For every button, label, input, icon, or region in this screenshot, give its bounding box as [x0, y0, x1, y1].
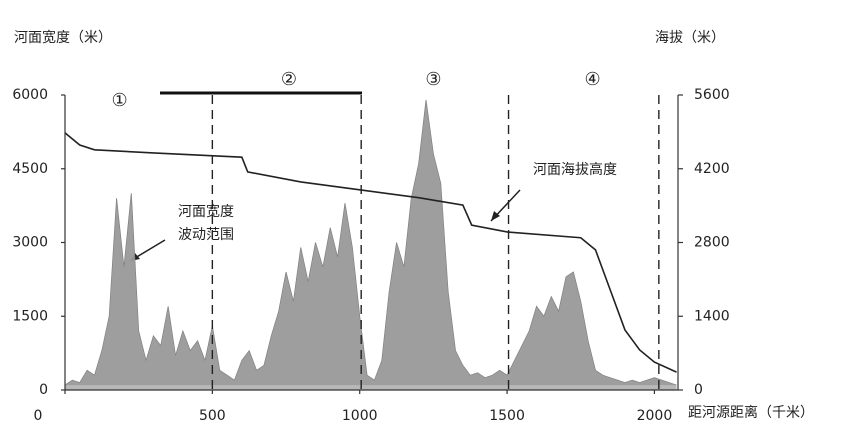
x-tick-label: 500	[199, 408, 226, 424]
y2-tick-label: 0	[694, 382, 703, 398]
section-label: ④	[584, 69, 600, 90]
y-tick-label: 3000	[12, 235, 48, 251]
y-tick-label: 4500	[12, 161, 48, 177]
arrow-head	[491, 211, 500, 221]
y2-tick-label: 4200	[694, 161, 730, 177]
y-tick-label: 6000	[12, 87, 48, 103]
section-label: ①	[111, 90, 127, 111]
width-area-base	[65, 99, 677, 391]
elevation-line	[64, 132, 677, 373]
y2-axis-title: 海拔（米）	[655, 30, 725, 46]
annotation: 河面宽度	[178, 203, 234, 220]
section-label: ③	[425, 69, 441, 90]
x-axis-title: 距河源距离（千米）	[688, 404, 814, 421]
y-tick-label: 0	[39, 382, 48, 398]
y2-tick-label: 2800	[694, 235, 730, 251]
x-tick-label: 2000	[637, 408, 673, 424]
x-tick-label: 1500	[489, 408, 525, 424]
x-tick-label: 0	[34, 408, 43, 424]
y2-tick-label: 1400	[694, 308, 730, 324]
y-axis-title: 河面宽度（米）	[14, 29, 112, 46]
y2-tick-label: 5600	[694, 87, 730, 103]
annotation: 河面海拔高度	[533, 161, 617, 178]
section-label: ②	[281, 69, 297, 90]
annotation: 波动范围	[178, 226, 234, 243]
y-tick-label: 1500	[12, 308, 48, 324]
x-tick-label: 1000	[342, 408, 378, 424]
